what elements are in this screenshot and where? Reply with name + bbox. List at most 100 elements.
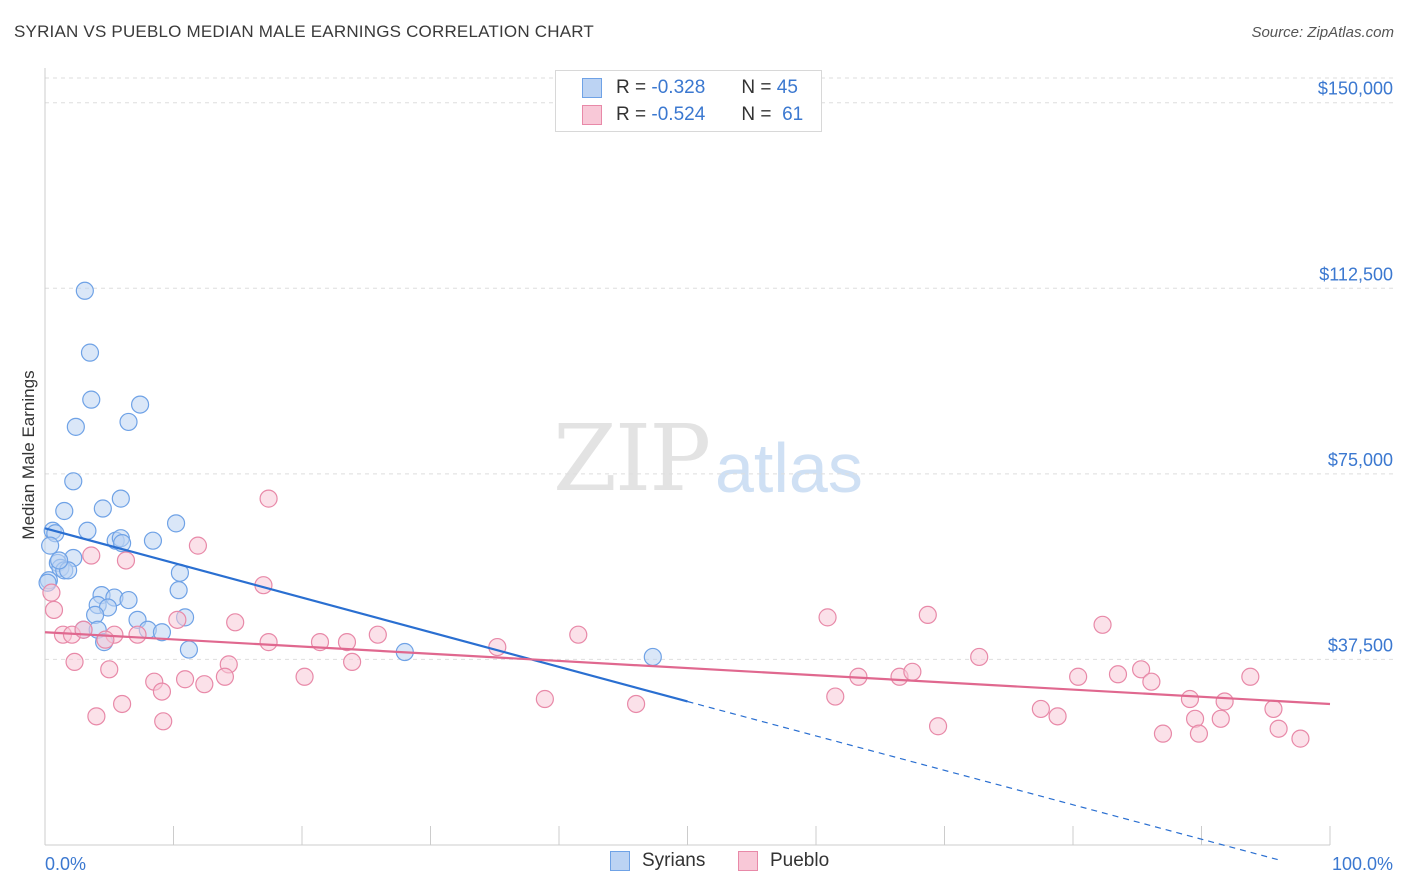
point-pueblo	[1180, 689, 1200, 709]
legend-r-label: R =	[616, 104, 647, 125]
point-pueblo	[569, 625, 588, 644]
point-syrians	[111, 489, 130, 508]
point-pueblo	[1241, 667, 1260, 686]
point-pueblo	[154, 712, 173, 731]
series-pueblo	[42, 489, 1310, 748]
point-syrians	[75, 281, 94, 300]
point-pueblo	[295, 667, 314, 686]
point-pueblo	[175, 670, 195, 689]
point-syrians	[80, 343, 100, 362]
trend-line-pueblo	[44, 631, 1331, 706]
point-pueblo	[226, 613, 245, 632]
legend-n-label: N =	[741, 104, 772, 125]
point-pueblo	[65, 652, 84, 672]
point-pueblo	[42, 583, 61, 602]
point-pueblo	[215, 667, 234, 686]
x-tick-label: 0.0%	[45, 854, 86, 874]
point-pueblo	[1269, 719, 1288, 738]
point-syrians	[86, 605, 105, 625]
point-pueblo	[918, 605, 937, 625]
point-pueblo	[928, 717, 948, 736]
point-pueblo	[128, 625, 147, 644]
point-syrians	[152, 623, 172, 642]
point-pueblo	[343, 652, 362, 672]
point-pueblo	[818, 608, 837, 627]
point-syrians	[179, 640, 199, 659]
trend-line-syrians	[44, 527, 688, 703]
point-syrians	[166, 514, 186, 533]
point-pueblo	[87, 707, 106, 726]
point-syrians	[169, 581, 188, 600]
watermark-atlas: atlas	[715, 429, 863, 507]
point-pueblo	[1153, 724, 1173, 743]
bottom-label-pueblo: Pueblo	[770, 850, 830, 871]
legend-row-syrians: R = -0.328 N = 45	[582, 76, 798, 100]
point-pueblo	[626, 694, 646, 714]
point-pueblo	[188, 536, 208, 555]
legend-swatch-syrians	[582, 78, 602, 98]
point-syrians	[93, 499, 112, 518]
point-pueblo	[152, 682, 172, 701]
point-pueblo	[1185, 709, 1205, 728]
point-syrians	[82, 390, 101, 409]
point-syrians	[66, 417, 85, 436]
point-pueblo	[1142, 672, 1161, 691]
source-note: Source: ZipAtlas.com	[1251, 24, 1394, 41]
point-pueblo	[1069, 667, 1088, 686]
trend-extension-syrians	[687, 700, 1279, 861]
point-pueblo	[116, 551, 136, 570]
point-pueblo	[112, 694, 132, 714]
point-pueblo	[82, 546, 101, 565]
point-pueblo	[1264, 699, 1283, 719]
legend-swatch-pueblo	[582, 105, 602, 125]
point-pueblo	[1093, 615, 1112, 634]
point-syrians	[41, 536, 60, 555]
point-syrians	[55, 501, 74, 521]
tick-labels: $37,500 $75,000 $112,500 $150,000 0.0% 100.0%	[45, 79, 1393, 874]
point-pueblo	[488, 637, 507, 657]
bottom-swatch-pueblo	[738, 851, 758, 871]
point-pueblo	[1215, 692, 1234, 711]
bottom-legend-pueblo: Pueblo	[738, 850, 829, 872]
legend: R = -0.328 N = 45 R = -0.524 N = 61	[555, 70, 822, 132]
point-pueblo	[535, 689, 554, 709]
legend-n-value: 45	[776, 77, 798, 98]
point-pueblo	[826, 687, 845, 706]
point-syrians	[64, 472, 83, 491]
y-tick-label: $150,000	[1318, 79, 1393, 99]
point-pueblo	[1291, 729, 1310, 748]
y-tick-label: $75,000	[1328, 450, 1393, 470]
point-pueblo	[970, 647, 989, 667]
bottom-legend-syrians: Syrians	[610, 850, 705, 872]
point-syrians	[143, 531, 163, 550]
y-axis-title: Median Male Earnings	[19, 370, 38, 539]
point-pueblo	[903, 662, 922, 681]
point-pueblo	[259, 633, 278, 652]
point-syrians	[119, 590, 138, 610]
point-pueblo	[168, 610, 187, 629]
point-pueblo	[195, 675, 214, 694]
trend-lines	[44, 527, 1331, 861]
point-pueblo	[1048, 707, 1067, 726]
point-pueblo	[368, 625, 387, 644]
bottom-swatch-syrians	[610, 851, 630, 871]
point-pueblo	[1132, 660, 1151, 679]
point-pueblo	[259, 489, 278, 508]
y-tick-label: $112,500	[1319, 264, 1393, 284]
point-syrians	[130, 395, 150, 414]
chart-title: SYRIAN VS PUEBLO MEDIAN MALE EARNINGS CO…	[14, 22, 594, 41]
x-tick-label: 100.0%	[1332, 854, 1393, 874]
point-pueblo	[1108, 665, 1128, 684]
point-pueblo	[1031, 699, 1050, 719]
point-pueblo	[96, 630, 115, 649]
point-syrians	[50, 551, 69, 570]
point-syrians	[78, 521, 97, 540]
point-pueblo	[337, 633, 357, 652]
bottom-label-syrians: Syrians	[642, 850, 706, 871]
legend-r-value: -0.328	[651, 77, 706, 98]
legend-row-pueblo: R = -0.524 N = 61	[582, 103, 803, 127]
legend-r-value: -0.524	[651, 104, 706, 125]
y-tick-label: $37,500	[1328, 635, 1393, 655]
point-pueblo	[44, 600, 64, 620]
